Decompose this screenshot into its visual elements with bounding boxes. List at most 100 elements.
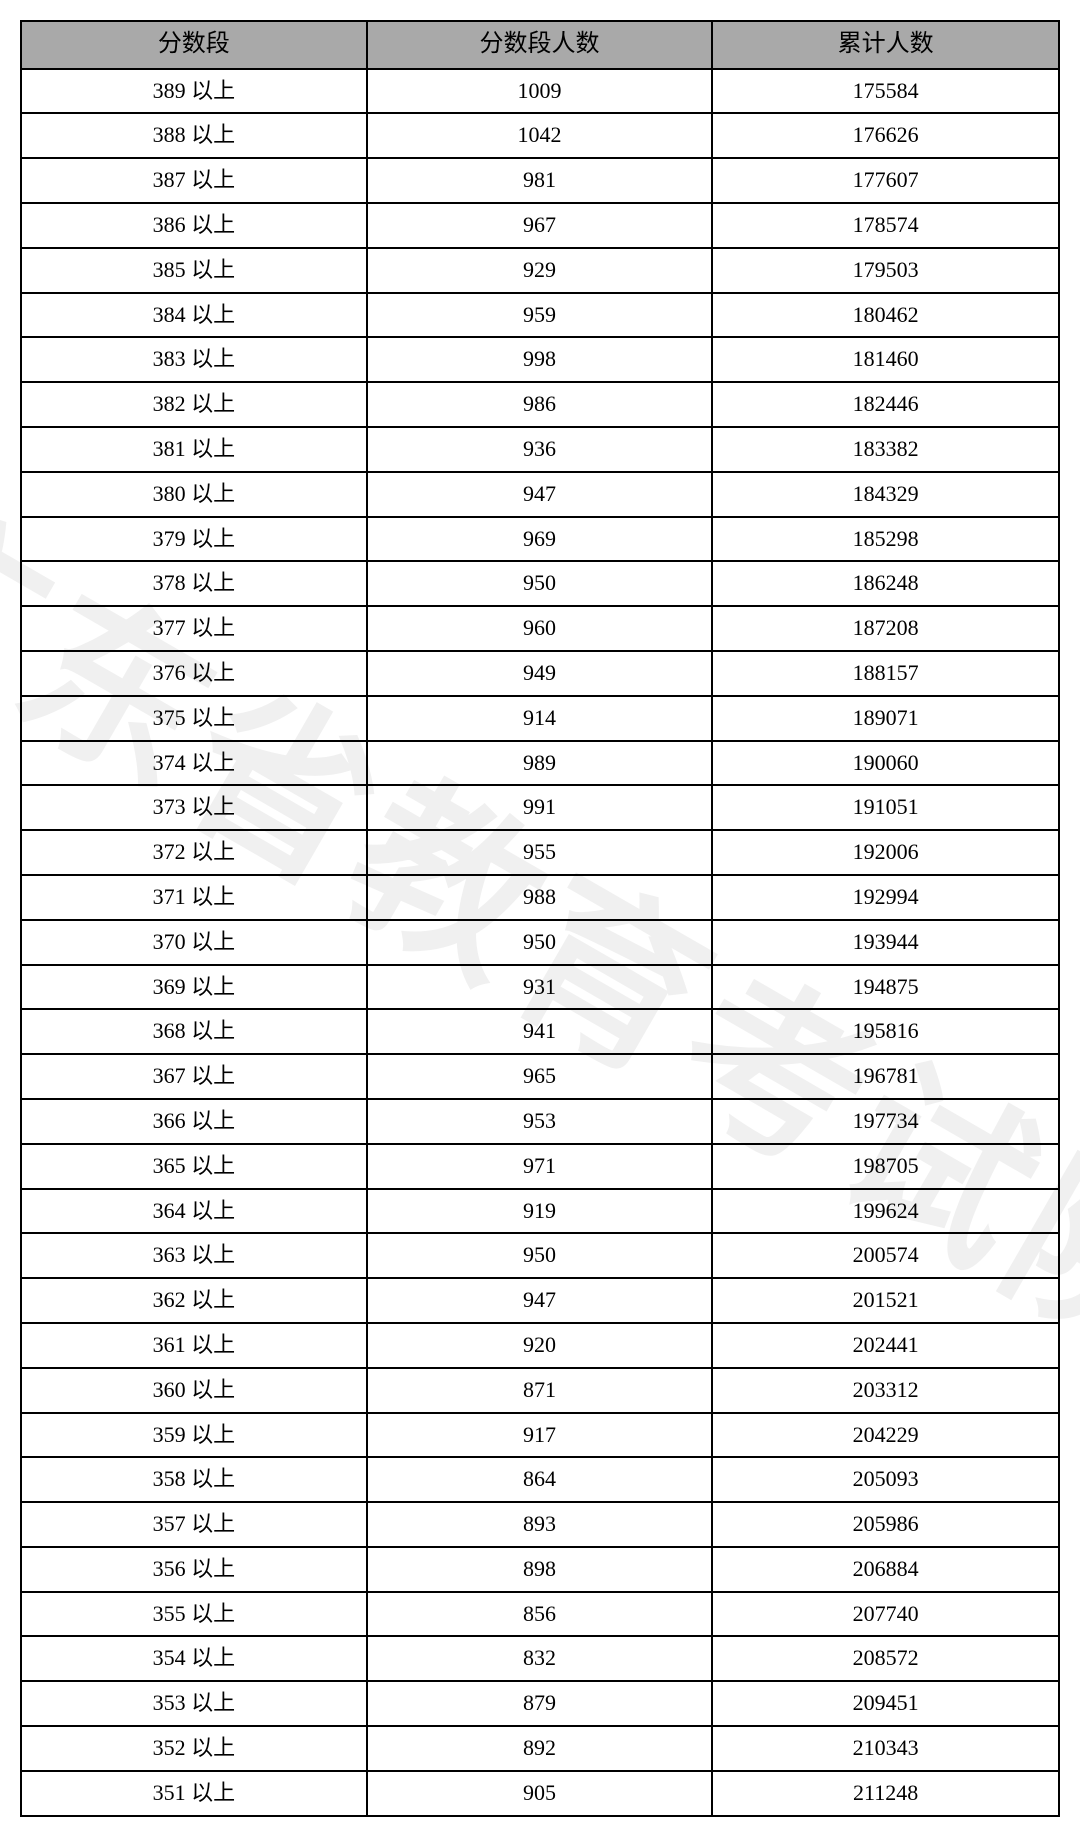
cell-cumulative: 202441 <box>712 1323 1059 1368</box>
table-row: 360 以上871203312 <box>21 1368 1059 1413</box>
cell-cumulative: 181460 <box>712 337 1059 382</box>
cell-cumulative: 211248 <box>712 1771 1059 1816</box>
cell-count: 931 <box>367 965 713 1010</box>
cell-score-range: 382 以上 <box>21 382 367 427</box>
cell-score-range: 368 以上 <box>21 1009 367 1054</box>
cell-count: 950 <box>367 920 713 965</box>
cell-cumulative: 207740 <box>712 1592 1059 1637</box>
cell-score-range: 379 以上 <box>21 517 367 562</box>
cell-score-range: 377 以上 <box>21 606 367 651</box>
cell-score-range: 376 以上 <box>21 651 367 696</box>
table-row: 362 以上947201521 <box>21 1278 1059 1323</box>
cell-cumulative: 205093 <box>712 1457 1059 1502</box>
table-row: 371 以上988192994 <box>21 875 1059 920</box>
cell-cumulative: 201521 <box>712 1278 1059 1323</box>
cell-score-range: 354 以上 <box>21 1636 367 1681</box>
cell-count: 871 <box>367 1368 713 1413</box>
cell-count: 936 <box>367 427 713 472</box>
table-row: 363 以上950200574 <box>21 1233 1059 1278</box>
table-row: 387 以上981177607 <box>21 158 1059 203</box>
cell-count: 892 <box>367 1726 713 1771</box>
table-row: 351 以上905211248 <box>21 1771 1059 1816</box>
cell-score-range: 367 以上 <box>21 1054 367 1099</box>
cell-count: 832 <box>367 1636 713 1681</box>
cell-cumulative: 177607 <box>712 158 1059 203</box>
cell-count: 941 <box>367 1009 713 1054</box>
table-row: 385 以上929179503 <box>21 248 1059 293</box>
cell-score-range: 373 以上 <box>21 785 367 830</box>
cell-score-range: 384 以上 <box>21 293 367 338</box>
cell-count: 898 <box>367 1547 713 1592</box>
table-row: 365 以上971198705 <box>21 1144 1059 1189</box>
cell-count: 950 <box>367 561 713 606</box>
cell-cumulative: 191051 <box>712 785 1059 830</box>
cell-cumulative: 183382 <box>712 427 1059 472</box>
cell-count: 920 <box>367 1323 713 1368</box>
cell-score-range: 362 以上 <box>21 1278 367 1323</box>
cell-cumulative: 189071 <box>712 696 1059 741</box>
cell-cumulative: 197734 <box>712 1099 1059 1144</box>
cell-score-range: 386 以上 <box>21 203 367 248</box>
cell-score-range: 375 以上 <box>21 696 367 741</box>
cell-score-range: 369 以上 <box>21 965 367 1010</box>
cell-score-range: 383 以上 <box>21 337 367 382</box>
table-row: 353 以上879209451 <box>21 1681 1059 1726</box>
cell-count: 893 <box>367 1502 713 1547</box>
cell-cumulative: 176626 <box>712 113 1059 158</box>
cell-count: 988 <box>367 875 713 920</box>
table-body: 389 以上1009175584388 以上1042176626387 以上98… <box>21 69 1059 1816</box>
cell-count: 919 <box>367 1189 713 1234</box>
table-row: 358 以上864205093 <box>21 1457 1059 1502</box>
cell-count: 864 <box>367 1457 713 1502</box>
cell-cumulative: 185298 <box>712 517 1059 562</box>
table-row: 369 以上931194875 <box>21 965 1059 1010</box>
cell-count: 947 <box>367 472 713 517</box>
cell-count: 914 <box>367 696 713 741</box>
cell-cumulative: 195816 <box>712 1009 1059 1054</box>
cell-cumulative: 188157 <box>712 651 1059 696</box>
cell-count: 981 <box>367 158 713 203</box>
cell-score-range: 360 以上 <box>21 1368 367 1413</box>
cell-cumulative: 175584 <box>712 69 1059 114</box>
cell-cumulative: 196781 <box>712 1054 1059 1099</box>
cell-score-range: 388 以上 <box>21 113 367 158</box>
table-row: 367 以上965196781 <box>21 1054 1059 1099</box>
table-row: 374 以上989190060 <box>21 741 1059 786</box>
cell-cumulative: 192006 <box>712 830 1059 875</box>
cell-count: 905 <box>367 1771 713 1816</box>
table-row: 381 以上936183382 <box>21 427 1059 472</box>
cell-count: 967 <box>367 203 713 248</box>
column-header-count: 分数段人数 <box>367 21 713 69</box>
cell-count: 955 <box>367 830 713 875</box>
cell-cumulative: 198705 <box>712 1144 1059 1189</box>
cell-cumulative: 184329 <box>712 472 1059 517</box>
cell-count: 1009 <box>367 69 713 114</box>
cell-score-range: 358 以上 <box>21 1457 367 1502</box>
table-row: 382 以上986182446 <box>21 382 1059 427</box>
cell-count: 929 <box>367 248 713 293</box>
cell-count: 1042 <box>367 113 713 158</box>
table-row: 379 以上969185298 <box>21 517 1059 562</box>
cell-score-range: 356 以上 <box>21 1547 367 1592</box>
table-row: 352 以上892210343 <box>21 1726 1059 1771</box>
table-row: 384 以上959180462 <box>21 293 1059 338</box>
cell-cumulative: 210343 <box>712 1726 1059 1771</box>
cell-cumulative: 209451 <box>712 1681 1059 1726</box>
cell-score-range: 355 以上 <box>21 1592 367 1637</box>
table-row: 354 以上832208572 <box>21 1636 1059 1681</box>
cell-score-range: 385 以上 <box>21 248 367 293</box>
cell-score-range: 359 以上 <box>21 1413 367 1458</box>
cell-count: 991 <box>367 785 713 830</box>
cell-score-range: 371 以上 <box>21 875 367 920</box>
cell-count: 998 <box>367 337 713 382</box>
cell-count: 953 <box>367 1099 713 1144</box>
table-row: 376 以上949188157 <box>21 651 1059 696</box>
table-row: 380 以上947184329 <box>21 472 1059 517</box>
cell-score-range: 381 以上 <box>21 427 367 472</box>
table-row: 386 以上967178574 <box>21 203 1059 248</box>
cell-score-range: 351 以上 <box>21 1771 367 1816</box>
table-row: 366 以上953197734 <box>21 1099 1059 1144</box>
cell-cumulative: 192994 <box>712 875 1059 920</box>
score-distribution-table: 分数段 分数段人数 累计人数 389 以上1009175584388 以上104… <box>20 20 1060 1817</box>
table-row: 375 以上914189071 <box>21 696 1059 741</box>
